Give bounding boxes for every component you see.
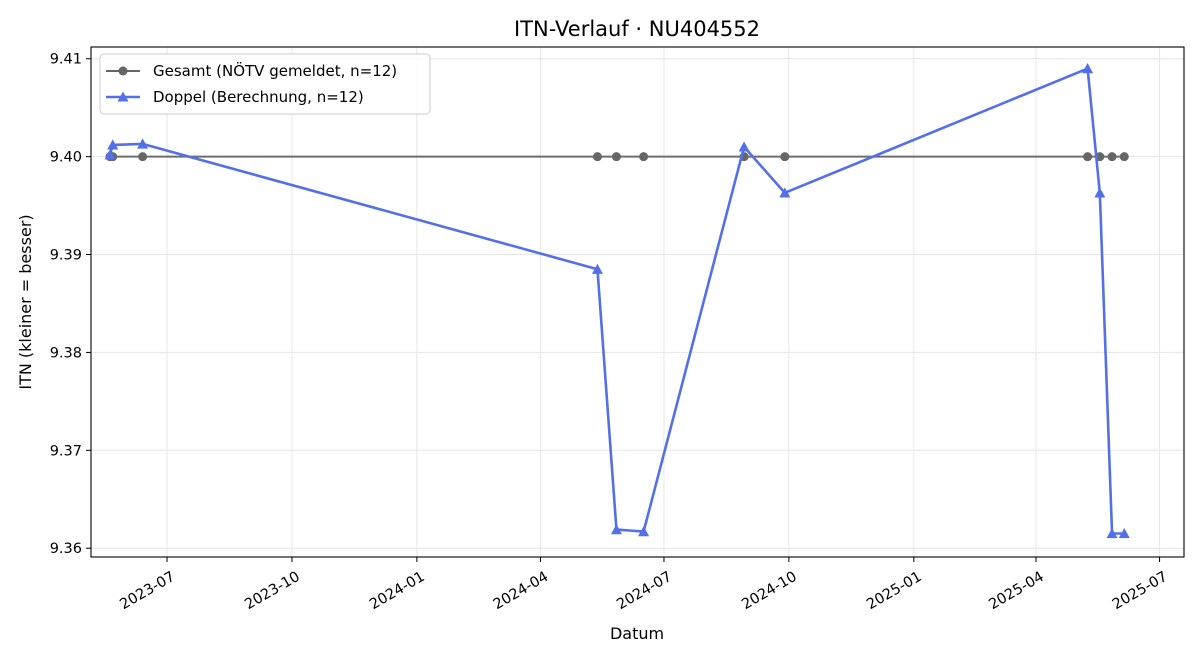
- y-tick-label: 9.38: [50, 345, 82, 361]
- data-point-triangle: [638, 526, 650, 537]
- data-point-triangle: [107, 139, 119, 150]
- data-point-circle: [592, 152, 602, 162]
- series-layer: [104, 63, 1130, 539]
- legend-marker-gesamt-circle-icon: [118, 66, 128, 76]
- data-point-triangle: [738, 141, 750, 152]
- data-point-circle: [780, 152, 790, 162]
- data-point-triangle: [591, 263, 603, 274]
- y-tick-label: 9.36: [50, 541, 82, 557]
- data-point-triangle: [1118, 528, 1130, 539]
- y-tick-label: 9.37: [50, 443, 82, 459]
- data-point-circle: [1107, 152, 1117, 162]
- data-point-circle: [639, 152, 649, 162]
- legend-box: [99, 53, 431, 115]
- y-tick-label: 9.41: [50, 52, 82, 68]
- y-axis-label: ITN (kleiner = besser): [16, 214, 35, 389]
- series-doppel: [104, 63, 1130, 539]
- data-point-triangle: [1082, 63, 1094, 74]
- plot-frame: [90, 46, 1185, 558]
- data-point-circle: [138, 152, 148, 162]
- y-axis: 9.36 9.37 9.38 9.39 9.40 9.41: [50, 52, 91, 557]
- y-tick-label: 9.39: [50, 248, 82, 264]
- data-point-circle: [1119, 152, 1129, 162]
- legend-label-doppel: Doppel (Berechnung, n=12): [153, 88, 364, 106]
- data-point-circle: [611, 152, 621, 162]
- series-line: [108, 67, 1125, 535]
- data-point-circle: [1083, 152, 1093, 162]
- x-axis-label: Datum: [610, 624, 664, 643]
- data-point-triangle: [779, 187, 791, 198]
- y-tick-label: 9.40: [50, 150, 82, 166]
- data-point-triangle: [104, 149, 116, 160]
- legend-marker-doppel-triangle-icon: [117, 91, 129, 102]
- data-point-triangle: [137, 138, 149, 149]
- legend: Gesamt (NÖTV gemeldet, n=12) Doppel (Ber…: [99, 53, 431, 115]
- legend-label-gesamt: Gesamt (NÖTV gemeldet, n=12): [153, 61, 397, 80]
- data-point-triangle: [610, 524, 622, 535]
- data-point-triangle: [1106, 528, 1118, 539]
- chart-title: ITN-Verlauf · NU404552: [514, 17, 760, 41]
- data-point-triangle: [1094, 187, 1106, 198]
